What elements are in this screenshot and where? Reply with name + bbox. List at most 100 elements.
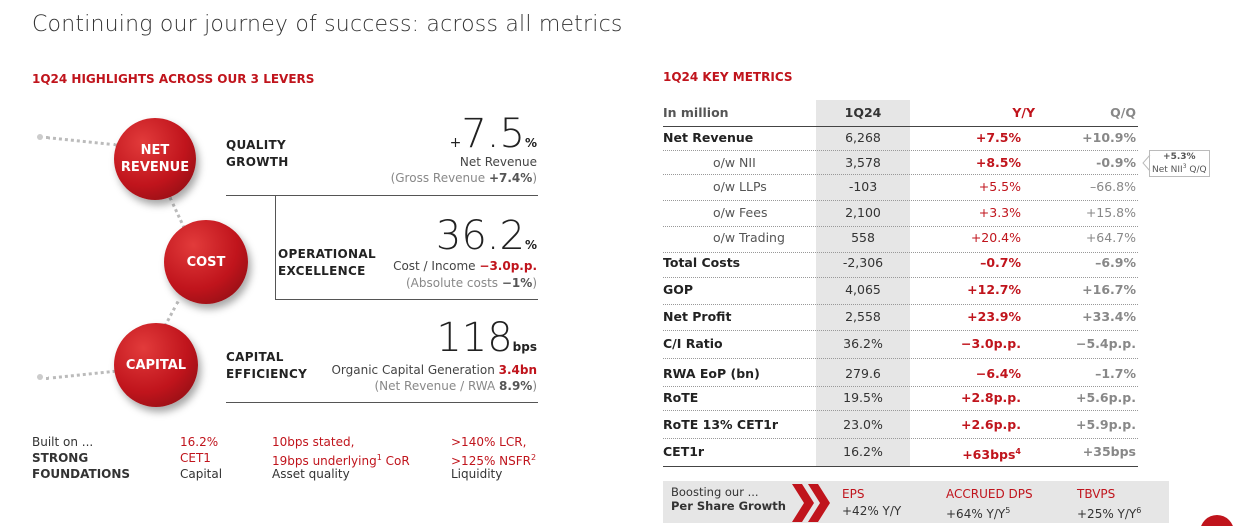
net-nii-callout-label: Net NII [1152, 165, 1183, 175]
capital-foundation-metric: CET1 [180, 451, 211, 465]
table-cell-yy: +8.5% [975, 155, 1021, 170]
table-cell-1q24: 279.6 [845, 366, 881, 381]
table-row-label: GOP [663, 282, 694, 297]
cost-income-desc: Cost / Income −3.0p.p. [393, 258, 537, 275]
cost-circle-label: COST [186, 254, 226, 270]
table-header-label: In million [663, 105, 729, 120]
quality-growth-label: QUALITY GROWTH [226, 138, 289, 169]
table-header-1q24: 1Q24 [844, 105, 882, 120]
operational-excellence-label: OPERATIONAL EXCELLENCE [278, 247, 376, 278]
absolute-costs-value: −1% [501, 276, 533, 290]
accrued-dps-label: ACCRUED DPS [946, 487, 1033, 501]
asset-quality-underlying-text: 19bps underlying [272, 454, 377, 468]
table-cell-qq: +15.8% [1085, 205, 1136, 220]
absolute-costs-desc: (Absolute costs −1%) [406, 275, 537, 292]
organic-capital-desc: Organic Capital Generation 3.4bn [331, 362, 537, 379]
organic-capital-desc-pre: Organic Capital Generation [331, 363, 499, 377]
eps-label: EPS [842, 487, 865, 501]
table-cell-1q24: 558 [851, 230, 875, 245]
table-row-divider [663, 126, 1138, 127]
cost-circle: COST [164, 220, 248, 304]
capital-circle-label: CAPITAL [125, 357, 187, 373]
table-cell-qq: –1.7% [1095, 366, 1136, 381]
liquidity-nsfr: >125% NSFR2 [451, 450, 536, 469]
asset-quality-stated: 10bps stated, [272, 435, 355, 449]
table-row-label: RoTE 13% CET1r [663, 417, 779, 432]
foundations-title: FOUNDATIONS [32, 467, 131, 481]
table-cell-qq: +16.7% [1082, 282, 1136, 297]
absolute-costs-desc-post: ) [532, 276, 537, 290]
table-row-divider [663, 150, 1138, 151]
table-cell-qq: –6.9% [1095, 255, 1136, 270]
cost-income-number: 36.2 [435, 213, 525, 259]
footnote-4: 4 [1015, 447, 1021, 456]
footnote-2: 2 [531, 453, 537, 462]
table-cell-1q24: 23.0% [843, 417, 883, 432]
table-row-divider [663, 330, 1138, 331]
table-row-label: o/w NII [713, 155, 756, 170]
accrued-dps-value-text: +64% Y/Y [946, 507, 1006, 521]
table-row-divider [663, 358, 1138, 359]
net-revenue-growth-unit: % [524, 136, 537, 150]
brand-logo [1200, 515, 1234, 526]
net-revenue-circle-label: NET REVENUE [120, 143, 190, 175]
asset-quality-label: Asset quality [272, 467, 350, 481]
table-cell-1q24: 36.2% [843, 336, 883, 351]
table-cell-yy: −3.0p.p. [960, 336, 1021, 351]
table-cell-yy: +2.8p.p. [960, 390, 1021, 405]
net-revenue-rwa-desc-post: ) [532, 379, 537, 393]
table-cell-qq: +5.9p.p. [1075, 417, 1136, 432]
table-cell-qq: +64.7% [1085, 230, 1136, 245]
net-revenue-rwa-value: 8.9% [499, 379, 533, 393]
table-cell-yy: +3.3% [978, 205, 1021, 220]
table-cell-yy: +5.5% [978, 179, 1021, 194]
table-row-divider [663, 200, 1138, 201]
table-cell-1q24: 6,268 [845, 130, 881, 145]
right-section-header: 1Q24 KEY METRICS [663, 70, 793, 84]
table-cell-yy: +2.6p.p. [960, 417, 1021, 432]
page-title: Continuing our journey of success: acros… [32, 12, 623, 37]
table-row-label: RWA EoP (bn) [663, 366, 760, 381]
footnote-6: 6 [1136, 506, 1142, 515]
left-section-header: 1Q24 HIGHLIGHTS ACROSS OUR 3 LEVERS [32, 72, 315, 86]
capital-efficiency-label: CAPITAL EFFICIENCY [226, 350, 308, 381]
net-nii-callout: +5.3% Net NII3 Q/Q [1149, 150, 1210, 177]
capital-generation-number: 118 [436, 315, 513, 361]
table-cell-yy: +23.9% [967, 309, 1021, 324]
table-cell-1q24: -103 [848, 179, 878, 194]
net-revenue-growth-prefix: + [449, 135, 462, 151]
table-cell-1q24: 16.2% [843, 444, 883, 459]
table-row-label: Total Costs [663, 255, 741, 270]
table-row-divider [663, 466, 1138, 467]
capital-generation-unit: bps [512, 340, 537, 354]
table-row-label: o/w Fees [713, 205, 768, 220]
table-row-label: o/w Trading [713, 230, 785, 245]
table-cell-qq: +10.9% [1082, 130, 1136, 145]
table-cell-yy: +63bps4 [941, 444, 1021, 463]
net-revenue-growth-number: 7.5 [461, 111, 525, 157]
table-row-label: C/I Ratio [663, 336, 723, 351]
cost-income-change: −3.0p.p. [479, 259, 537, 273]
table-row-label: CET1r [663, 444, 705, 459]
capital-foundation-label: Capital [180, 467, 223, 481]
table-cell-qq: –66.8% [1090, 179, 1136, 194]
table-row-label: RoTE [663, 390, 699, 405]
callout-pointer-icon [1142, 154, 1151, 172]
table-cell-qq: +33.4% [1082, 309, 1136, 324]
table-cell-yy: +7.5% [975, 130, 1021, 145]
net-revenue-growth-value: +7.5% [450, 114, 537, 154]
gross-revenue-desc-pre: (Gross Revenue [390, 171, 489, 185]
organic-capital-value: 3.4bn [498, 363, 537, 377]
table-cell-1q24: -2,306 [842, 255, 884, 270]
table-cell-qq: −5.4p.p. [1075, 336, 1136, 351]
foundations-strong: STRONG [32, 451, 89, 465]
table-row-divider [663, 226, 1138, 227]
lever2-divider [275, 299, 538, 300]
capital-foundation-value: 16.2% [180, 435, 219, 449]
liquidity-lcr: >140% LCR, [451, 435, 527, 449]
table-row-divider [663, 252, 1138, 253]
eps-value: +42% Y/Y [842, 504, 902, 518]
gross-revenue-desc-post: ) [532, 171, 537, 185]
table-cell-qq: -0.9% [1096, 155, 1136, 170]
table-header-yy: Y/Y [1012, 105, 1035, 120]
